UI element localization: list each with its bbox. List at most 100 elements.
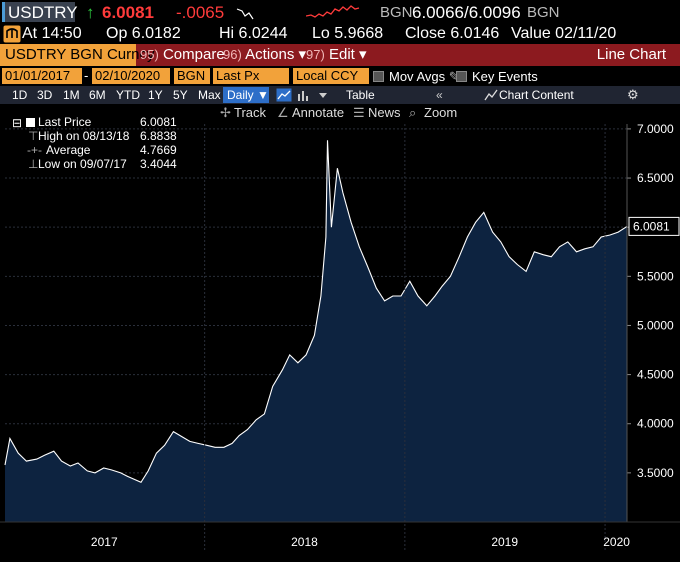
period-1m[interactable]: 1M [63,88,80,102]
security-field[interactable]: USDTRY BGN Curncy [0,44,154,66]
news-tool[interactable]: News [368,105,401,120]
x-tick-label: 2017 [91,535,118,549]
frequency-dropdown[interactable]: Daily ▼ [223,87,269,103]
mov-avgs-label: Mov Avgs [389,69,446,84]
ticker-source-2: BGN [527,4,560,21]
edit-num: 97) [306,47,325,62]
price-chart[interactable]: 3.50004.00004.50005.00005.50006.00006.50… [0,122,680,557]
table-button[interactable]: Table [346,88,375,102]
last-price: 6.0081 [102,3,154,22]
start-date-field[interactable]: 01/01/2017 [2,68,82,84]
quote-high: Hi 6.0244 [219,25,288,42]
chart-svg[interactable]: 3.50004.00004.50005.00005.50006.00006.50… [0,122,680,557]
quote-time: At 14:50 [22,25,82,42]
period-6m[interactable]: 6M [89,88,106,102]
period-3d[interactable]: 3D [37,88,53,102]
zoom-icon: ⌕ [409,105,417,120]
up-arrow-icon: ↑ [86,3,95,22]
news-icon: ☰ [353,105,365,120]
currency-field[interactable]: Local CCY [293,68,369,84]
chart-type-label[interactable]: Line Chart [596,46,666,63]
compare-num: 95) [140,47,159,62]
bar-chart-icon[interactable] [296,88,310,102]
compare-button[interactable]: 95) Compare [140,44,225,66]
date-separator: - [84,68,89,83]
edit-label: Edit ▾ [328,46,367,63]
x-tick-label: 2018 [291,535,318,549]
low-marker-icon: ⊥ [28,157,39,171]
field-selector[interactable]: Last Px [213,68,289,84]
legend-low-value: 3.4044 [140,157,177,171]
legend-low-label: Low on 09/07/17 [38,157,127,171]
bloomberg-logo-icon [3,25,21,43]
line-chart-icon[interactable] [276,88,292,102]
mov-avgs-toggle[interactable]: Mov Avgs ✎ [373,69,460,85]
legend-last-price-value: 6.0081 [140,115,177,129]
ticker-symbol-box[interactable] [2,2,75,22]
period-1y[interactable]: 1Y [148,88,163,102]
high-marker-icon: ⊤ [28,129,39,143]
quote-bar: At 14:50 Op 6.0182 Hi 6.0244 Lo 5.9668 C… [0,24,680,44]
legend-average-label: Average [46,143,91,157]
chart-content-button[interactable]: Chart Content [499,88,574,102]
quote-open: Op 6.0182 [106,25,181,42]
last-value-box [628,216,680,236]
y-tick-label: 3.5000 [637,466,674,480]
legend-high-label: High on 08/13/18 [38,129,130,143]
small-trend-icon [236,8,254,20]
parameter-bar: 01/01/2017 - 02/10/2020 BGN Last Px Loca… [0,66,680,86]
series-area [5,140,627,523]
dropdown-arrow-icon[interactable] [316,88,330,102]
actions-button[interactable]: 96) Actions ▾ [223,44,306,66]
settings-gear-icon[interactable]: ⚙ [627,87,639,102]
y-tick-label: 4.0000 [637,417,674,431]
actions-label: Actions ▾ [245,46,307,63]
function-toolbar: USDTRY BGN Curncy 95) Compare 96) Action… [0,44,680,66]
last-value-label: 6.0081 [633,219,670,233]
series-line [4,140,628,483]
annotate-tool[interactable]: Annotate [292,105,345,120]
y-tick-label: 5.0000 [637,318,674,332]
key-events-checkbox[interactable] [456,71,467,82]
ticker-source: BGN [380,4,413,21]
zoom-tool[interactable]: Zoom [424,105,458,120]
legend-high-value: 6.8838 [140,129,177,143]
y-tick-label: 4.5000 [637,368,674,382]
edit-button[interactable]: 97) Edit ▾ [306,44,367,66]
annotate-icon: ∠ [277,105,289,120]
period-ytd[interactable]: YTD [116,88,140,102]
y-tick-label: 6.5000 [637,171,674,185]
ticker-bar: USDTRY ↑ 6.0081 -.0065 BGN 6.0066/6.0096… [0,0,680,24]
chart-content-icon [484,89,498,101]
y-tick-label: 5.5000 [637,269,674,283]
pencil-icon[interactable]: ✎ [448,69,460,84]
quote-value-date: Value 02/11/20 [511,25,617,42]
collapse-left-icon[interactable]: « [436,88,443,102]
actions-num: 96) [223,47,242,62]
price-change: -.0065 [176,3,225,22]
legend-box: ⊟ Last Price 6.0081 ⊤ High on 08/13/18 6… [8,114,177,174]
quote-low: Lo 5.9668 [312,25,384,42]
y-tick-label: 7.0000 [637,122,674,136]
track-icon: ✢ [220,105,231,120]
compare-label: Compare [162,46,225,63]
period-bar: 1D 3D 1M 6M YTD 1Y 5Y Max Daily ▼ Table … [0,86,680,104]
x-tick-label: 2019 [491,535,518,549]
x-tick-label: 2020 [603,535,630,549]
key-events-toggle[interactable]: Key Events [456,69,538,84]
end-date-field[interactable]: 02/10/2020 [92,68,170,84]
legend-swatch [26,118,35,127]
mov-avgs-checkbox[interactable] [373,71,384,82]
track-tool[interactable]: Track [234,105,267,120]
period-max[interactable]: Max [198,88,221,102]
sparkline-icon [306,5,360,18]
ticker-symbol[interactable]: USDTRY [8,3,78,22]
average-marker-icon: -+- [27,143,42,157]
legend-last-price-label: Last Price [38,115,92,129]
legend-average-value: 4.7669 [140,143,177,157]
period-5y[interactable]: 5Y [173,88,188,102]
source-field[interactable]: BGN [174,68,210,84]
period-1d[interactable]: 1D [12,88,28,102]
key-events-label: Key Events [472,69,538,84]
legend-collapse-icon[interactable]: ⊟ [12,116,23,130]
